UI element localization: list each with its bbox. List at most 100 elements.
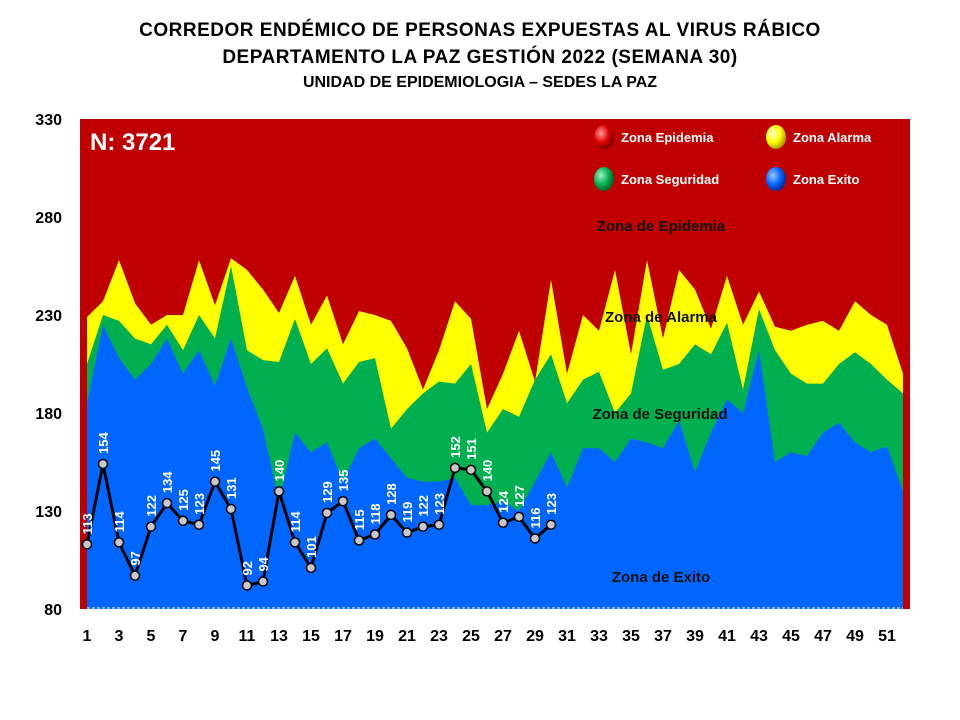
- y-tick-label: 280: [35, 210, 62, 227]
- data-label: 115: [352, 509, 367, 530]
- data-point: [337, 495, 349, 507]
- data-label: 101: [304, 536, 319, 558]
- legend-marker-2: [766, 125, 786, 149]
- data-label: 94: [256, 556, 271, 571]
- data-label: 140: [480, 460, 495, 482]
- legend-marker-3: [594, 167, 614, 191]
- data-label: 128: [384, 483, 399, 505]
- x-tick-label: 33: [590, 628, 608, 645]
- data-label: 140: [272, 460, 287, 482]
- data-point: [289, 537, 301, 548]
- y-tick-label: 80: [44, 602, 62, 619]
- data-point: [257, 576, 269, 587]
- data-point: [385, 509, 397, 521]
- x-tick-label: 49: [846, 628, 864, 645]
- x-tick-label: 37: [654, 628, 672, 645]
- data-point: [161, 497, 173, 509]
- data-point: [513, 511, 525, 523]
- data-label: 123: [192, 493, 207, 515]
- x-tick-label: 25: [462, 628, 480, 645]
- y-tick-label: 230: [35, 308, 62, 325]
- n-count-label: N: 3721: [90, 129, 175, 156]
- x-tick-label: 1: [83, 628, 92, 645]
- x-tick-label: 23: [430, 628, 448, 645]
- zona-exito-label: Zona de Exito: [612, 569, 710, 586]
- x-tick-label: 43: [750, 628, 768, 645]
- data-label: 152: [448, 436, 463, 458]
- x-tick-label: 29: [526, 628, 544, 645]
- data-point: [241, 580, 253, 591]
- legend-label: Zona Exito: [793, 172, 860, 187]
- y-tick-label: 330: [35, 112, 62, 129]
- zona-exito-area: [87, 324, 903, 609]
- data-label: 135: [336, 469, 351, 491]
- zona-epidemia-label: Zona de Epidemia: [597, 218, 726, 235]
- data-label: 118: [368, 504, 383, 525]
- data-point: [97, 458, 109, 470]
- legend-label: Zona Epidemia: [621, 130, 714, 145]
- x-tick-label: 51: [878, 628, 896, 645]
- data-label: 114: [112, 511, 127, 533]
- data-point: [497, 517, 509, 529]
- x-tick-label: 39: [686, 628, 704, 645]
- data-point: [353, 535, 365, 546]
- data-label: 122: [416, 495, 431, 517]
- x-tick-label: 35: [622, 628, 640, 645]
- data-label: 145: [208, 450, 223, 472]
- x-tick-label: 41: [718, 628, 736, 645]
- data-point: [481, 486, 493, 497]
- x-tick-label: 11: [239, 628, 256, 645]
- data-label: 125: [176, 489, 191, 511]
- data-point: [401, 527, 413, 538]
- data-label: 154: [96, 432, 111, 454]
- data-label: 114: [288, 511, 303, 533]
- data-point: [209, 476, 221, 487]
- data-label: 124: [496, 490, 511, 512]
- data-label: 119: [400, 502, 415, 523]
- x-tick-label: 31: [558, 628, 576, 645]
- x-tick-label: 15: [302, 628, 320, 645]
- x-tick-label: 9: [211, 628, 220, 645]
- data-point: [305, 562, 317, 574]
- data-point: [129, 570, 141, 581]
- data-point: [417, 521, 429, 532]
- x-tick-label: 7: [179, 628, 188, 645]
- y-tick-label: 180: [35, 406, 62, 423]
- x-tick-label: 17: [334, 628, 352, 645]
- x-tick-label: 27: [494, 628, 512, 645]
- data-point: [465, 464, 477, 476]
- x-tick-label: 3: [115, 628, 124, 645]
- chart-title-line-1: CORREDOR ENDÉMICO DE PERSONAS EXPUESTAS …: [139, 20, 821, 41]
- data-point: [145, 521, 157, 532]
- data-point: [321, 507, 333, 519]
- chart-title-line-2: DEPARTAMENTO LA PAZ GESTIÓN 2022 (SEMANA…: [222, 47, 738, 68]
- data-label: 123: [544, 493, 559, 515]
- data-point: [177, 515, 189, 527]
- data-label: 113: [80, 513, 95, 534]
- data-label: 116: [528, 507, 543, 528]
- data-point: [225, 503, 237, 515]
- zona-seguridad-label: Zona de Seguridad: [592, 406, 727, 423]
- x-tick-label: 5: [147, 628, 156, 645]
- data-label: 97: [128, 551, 143, 565]
- data-point: [193, 519, 205, 530]
- data-point: [449, 462, 461, 474]
- data-point: [545, 519, 557, 530]
- x-tick-label: 21: [398, 628, 416, 645]
- data-point: [433, 519, 445, 530]
- data-label: 129: [320, 481, 335, 503]
- x-tick-label: 47: [814, 628, 832, 645]
- data-point: [81, 539, 93, 550]
- legend-label: Zona Alarma: [793, 130, 872, 145]
- zona-alarma-label: Zona de Alarma: [605, 309, 718, 326]
- data-label: 123: [432, 493, 447, 515]
- data-point: [273, 486, 285, 497]
- chart-subtitle: UNIDAD DE EPIDEMIOLOGIA – SEDES LA PAZ: [302, 74, 658, 91]
- data-label: 127: [512, 485, 527, 507]
- data-label: 134: [160, 471, 175, 493]
- data-label: 151: [464, 438, 479, 460]
- legend-marker-1: [594, 125, 614, 149]
- legend-label: Zona Seguridad: [621, 172, 719, 187]
- x-tick-label: 13: [270, 628, 288, 645]
